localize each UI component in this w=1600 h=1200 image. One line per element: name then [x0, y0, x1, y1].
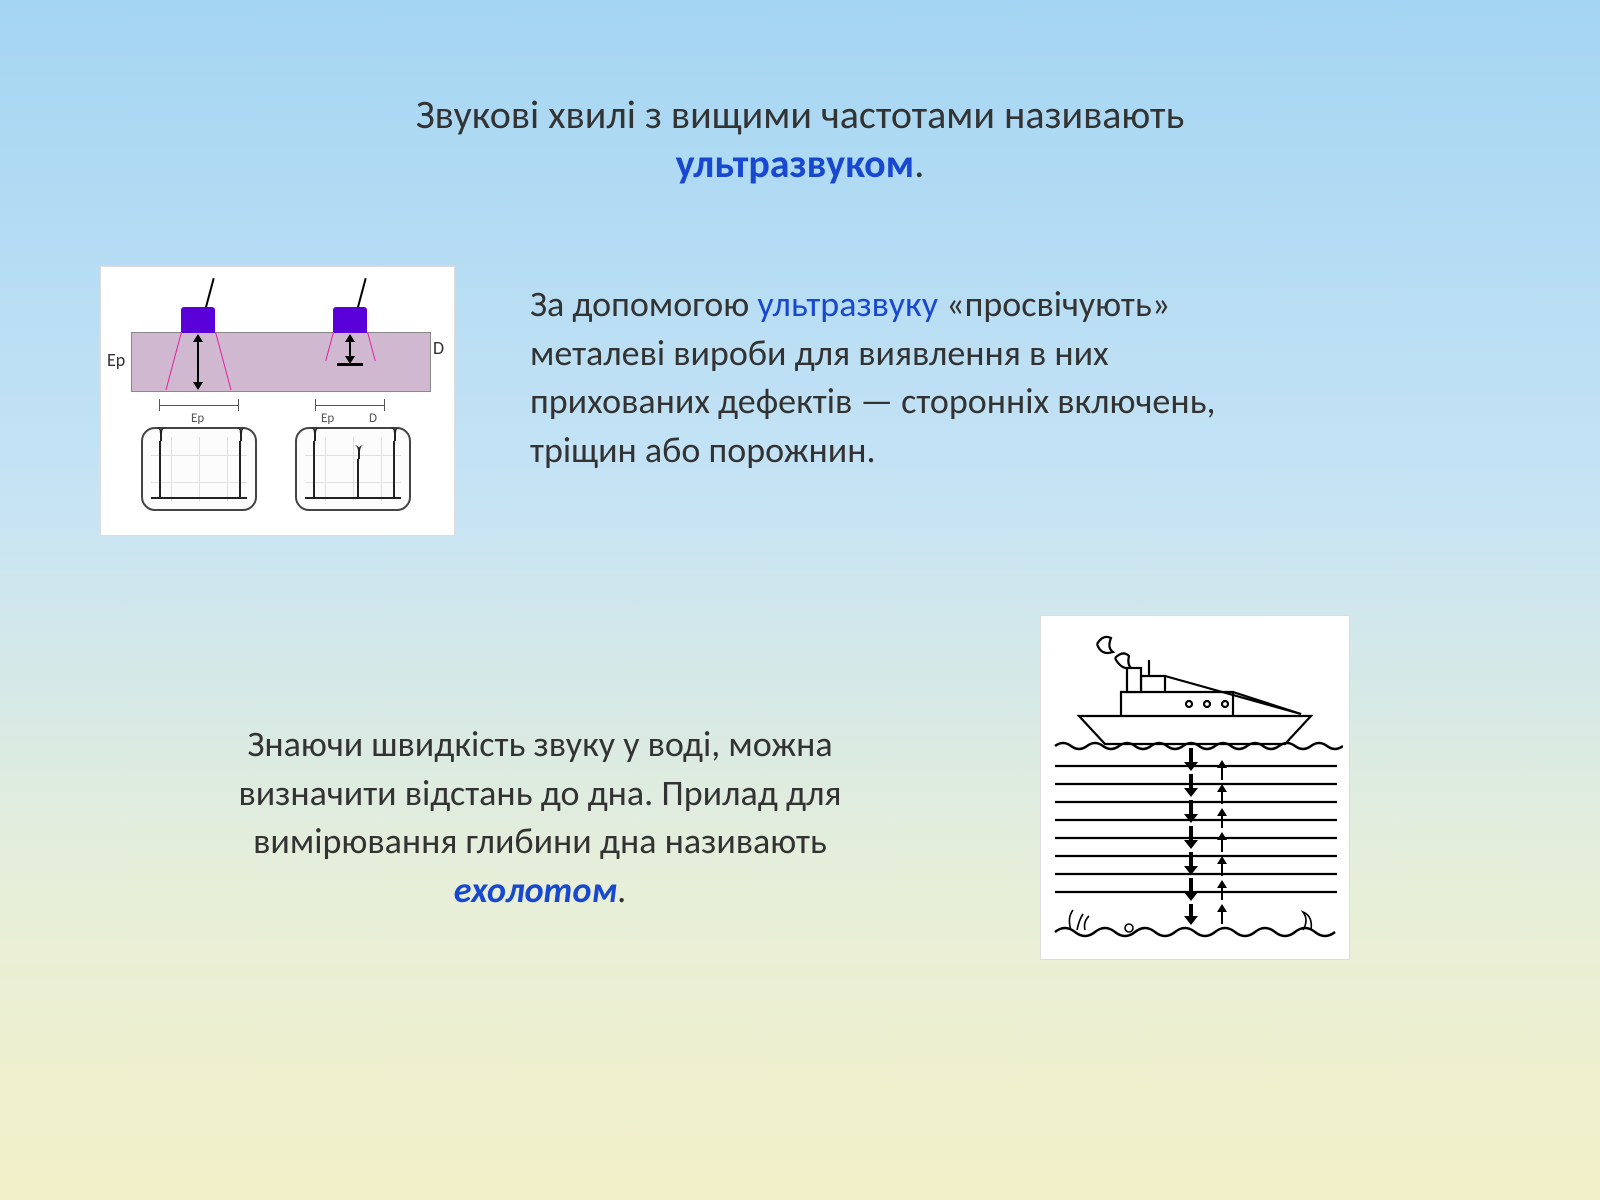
paragraph-echolot: Знаючи швидкість звуку у воді, можна виз… [170, 720, 910, 914]
para2-period: . [617, 868, 626, 912]
depth-arrow-icon [349, 335, 351, 363]
echo-sounder-diagram [1040, 615, 1350, 960]
dimension-line [315, 399, 385, 411]
para2-highlight: ехолотом [454, 868, 617, 912]
signal-peak [239, 441, 241, 499]
dimension-line [159, 399, 239, 411]
title-period: . [914, 139, 924, 188]
oscilloscope-display [295, 427, 411, 511]
signal-peak [393, 441, 395, 499]
signal-peak [159, 441, 161, 499]
flaw-mark [337, 363, 363, 366]
title-text-line1: Звукові хвилі з вищими частотами називаю… [416, 90, 1185, 139]
depth-arrow-icon [197, 335, 199, 389]
label-d-small: D [369, 411, 377, 426]
scope-baseline [151, 497, 247, 499]
ultrasonic-diagram: Ep D Ep Ep D [100, 266, 455, 536]
paragraph-ultrasound: За допомогою ультразвуку «просвічують» м… [530, 280, 1270, 474]
title-highlight: ультразвуком [676, 139, 915, 188]
signal-peak [357, 459, 359, 499]
para2-text: Знаючи швидкість звуку у воді, можна виз… [238, 722, 841, 863]
ship-sonar-icon [1049, 624, 1343, 953]
oscilloscope-display [141, 427, 257, 511]
label-ep: Ep [107, 349, 125, 371]
label-d: D [433, 337, 444, 359]
para1-prefix: За допомогою [530, 282, 757, 326]
ultrasonic-probe-icon [181, 307, 215, 333]
metal-block [131, 332, 431, 392]
para1-highlight: ультразвуку [757, 282, 938, 326]
scope-baseline [305, 497, 401, 499]
slide-title: Звукові хвилі з вищими частотами називаю… [0, 90, 1600, 188]
label-ep-small: Ep [191, 411, 204, 426]
label-ep-small2: Ep [321, 411, 334, 426]
ultrasonic-probe-icon [333, 307, 367, 333]
signal-peak [313, 441, 315, 499]
